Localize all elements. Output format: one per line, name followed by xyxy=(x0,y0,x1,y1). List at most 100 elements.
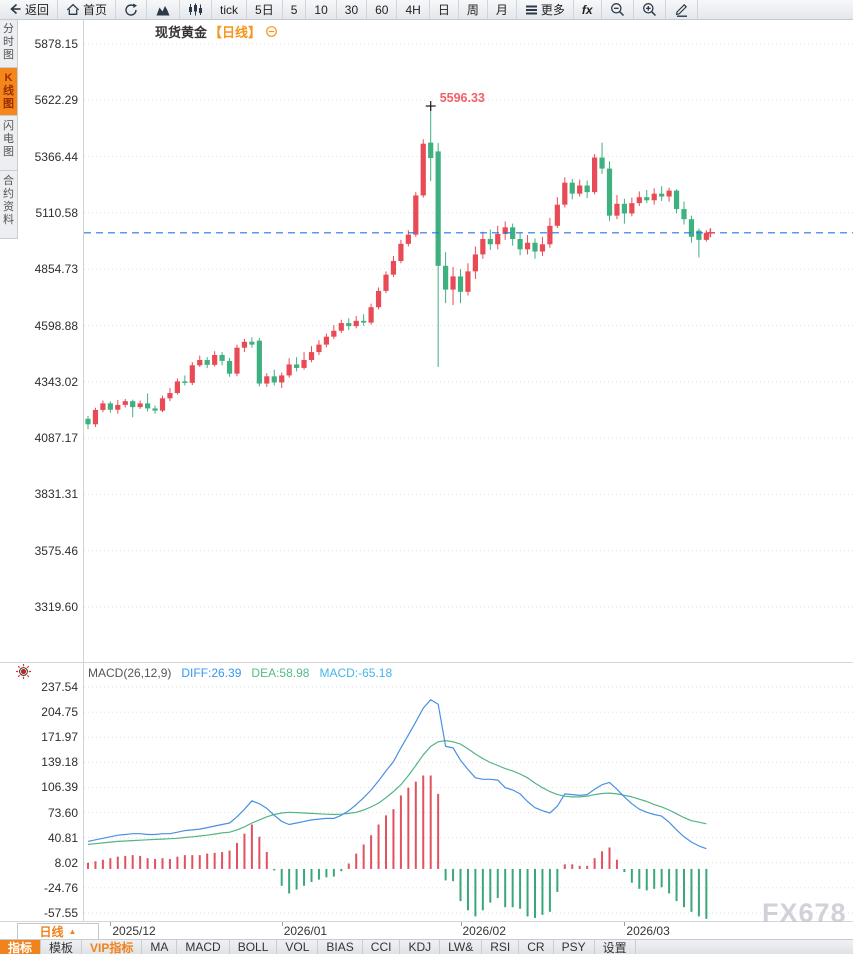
xaxis-separator xyxy=(0,921,853,922)
macd-histogram-bar xyxy=(534,868,536,918)
time-tick-label: 2025/12 xyxy=(112,924,156,938)
candle-up xyxy=(137,403,143,408)
interval-week-button[interactable]: 周 xyxy=(459,0,488,19)
candle-down xyxy=(599,157,605,169)
indicator-tab-macd[interactable]: MACD xyxy=(177,940,230,954)
indicator-tab-cr[interactable]: CR xyxy=(519,940,554,954)
interval-5day-button[interactable]: 5日 xyxy=(247,0,283,19)
interval-month-button[interactable]: 月 xyxy=(488,0,517,19)
macd-histogram-bar xyxy=(541,868,544,915)
indicator-tab-kdj[interactable]: KDJ xyxy=(400,940,441,954)
candle-down xyxy=(256,340,262,384)
macd-histogram-bar xyxy=(519,868,522,909)
macd-histogram-bar xyxy=(355,853,358,869)
period-dropdown-button[interactable]: 日线 ▲ xyxy=(17,923,99,940)
indicator-tab-indicator[interactable]: 指标 xyxy=(0,940,42,954)
candle-up xyxy=(450,276,456,290)
interval-4hour-button[interactable]: 4H xyxy=(397,0,430,19)
candle-down xyxy=(584,185,590,193)
macd-histogram-bar xyxy=(236,842,238,869)
interval-10min-label: 10 xyxy=(314,2,328,17)
price-ytick-label: 3575.46 xyxy=(34,543,78,558)
fx-button[interactable]: fx xyxy=(574,0,602,19)
candle-down xyxy=(219,354,225,361)
indicator-tab-rsi[interactable]: RSI xyxy=(482,940,520,954)
candle-up xyxy=(465,271,471,292)
candle-down xyxy=(681,209,687,220)
candle-up xyxy=(212,354,218,365)
sun-icon[interactable] xyxy=(15,663,32,685)
macd-histogram-bar xyxy=(638,868,641,889)
sidebar-tab-timeshare-chart[interactable]: 分时图 xyxy=(0,19,18,68)
macd-histogram-bar xyxy=(303,868,306,886)
macd-histogram-bar xyxy=(116,856,119,869)
macd-histogram-bar xyxy=(683,868,685,908)
macd-histogram-bar xyxy=(422,775,425,869)
macd-histogram-bar xyxy=(168,858,171,869)
macd-histogram-bar xyxy=(429,775,432,869)
line-chart-type-button[interactable] xyxy=(147,0,181,19)
indicator-tab-vol[interactable]: VOL xyxy=(277,940,319,954)
macd-histogram-bar xyxy=(377,824,380,869)
refresh-button[interactable] xyxy=(116,0,148,19)
interval-4hour-label: 4H xyxy=(405,2,421,17)
draw-button[interactable] xyxy=(666,0,698,19)
indicator-tab-vip-indicator[interactable]: VIP指标 xyxy=(82,940,143,954)
time-tick-label: 2026/03 xyxy=(626,924,670,938)
peak-price-label: 5596.33 xyxy=(439,91,485,105)
macd-histogram-bar xyxy=(489,868,492,903)
indicator-tab-template[interactable]: 模板 xyxy=(41,940,83,954)
candle-up xyxy=(331,330,337,337)
more-menu-button[interactable]: 更多 xyxy=(517,0,574,19)
interval-60min-button[interactable]: 60 xyxy=(367,0,398,19)
zoom-in-button[interactable] xyxy=(634,0,666,19)
candle-up xyxy=(390,260,397,275)
back-button[interactable]: 返回 xyxy=(0,0,59,19)
macd-histogram-bar xyxy=(630,868,633,883)
indicator-tab-ma[interactable]: MA xyxy=(142,940,178,954)
interval-30min-button[interactable]: 30 xyxy=(337,0,368,19)
interval-10min-button[interactable]: 10 xyxy=(306,0,337,19)
candle-chart-type-button[interactable] xyxy=(180,0,213,19)
indicator-tab-boll[interactable]: BOLL xyxy=(230,940,278,954)
candle-down xyxy=(294,364,300,368)
sidebar-tab-contract-info[interactable]: 合约资料 xyxy=(0,171,18,239)
sidebar-tab-kline-chart[interactable]: K线图 xyxy=(0,68,18,116)
candle-up xyxy=(629,203,635,214)
macd-histogram-bar xyxy=(288,868,291,894)
price-ytick-label: 5878.15 xyxy=(34,37,78,51)
candle-up xyxy=(472,254,478,272)
indicator-tab-bias[interactable]: BIAS xyxy=(318,940,363,954)
interval-day-button[interactable]: 日 xyxy=(430,0,459,19)
zoom-out-button[interactable] xyxy=(602,0,634,19)
interval-5day-label: 5日 xyxy=(255,3,274,17)
macd-histogram-bar xyxy=(131,855,134,869)
indicator-tab-cci[interactable]: CCI xyxy=(363,940,401,954)
macd-histogram-bar xyxy=(623,868,626,872)
candle-up xyxy=(316,344,322,353)
indicator-tab-lw[interactable]: LW& xyxy=(440,940,483,954)
macd-histogram-bar xyxy=(206,853,209,869)
macd-histogram-bar xyxy=(161,858,164,869)
interval-tick-button[interactable]: tick xyxy=(212,0,248,19)
candle-down xyxy=(457,276,464,292)
interval-5min-button[interactable]: 5 xyxy=(283,0,307,19)
indicator-tab-settings[interactable]: 设置 xyxy=(595,940,636,954)
candle-down xyxy=(621,203,627,214)
zoom-in-icon xyxy=(642,2,657,17)
candle-down xyxy=(145,403,151,409)
candle-down xyxy=(271,376,277,383)
macd-header: MACD(26,12,9) DIFF:26.39 DEA:58.98 MACD:… xyxy=(88,666,392,680)
home-button[interactable]: 首页 xyxy=(58,0,117,19)
macd-histogram-bar xyxy=(325,868,328,878)
circle-minus-icon[interactable] xyxy=(265,25,278,38)
time-tick-label: 2026/01 xyxy=(283,924,328,938)
candle-down xyxy=(443,265,449,290)
macd-histogram-bar xyxy=(317,868,320,880)
macd-histogram-bar xyxy=(459,868,462,902)
indicator-tab-psy[interactable]: PSY xyxy=(554,940,595,954)
sidebar-tab-lightning-chart[interactable]: 闪电图 xyxy=(0,116,18,171)
macd-histogram-bar xyxy=(124,855,127,869)
macd-histogram-bar xyxy=(385,815,387,869)
